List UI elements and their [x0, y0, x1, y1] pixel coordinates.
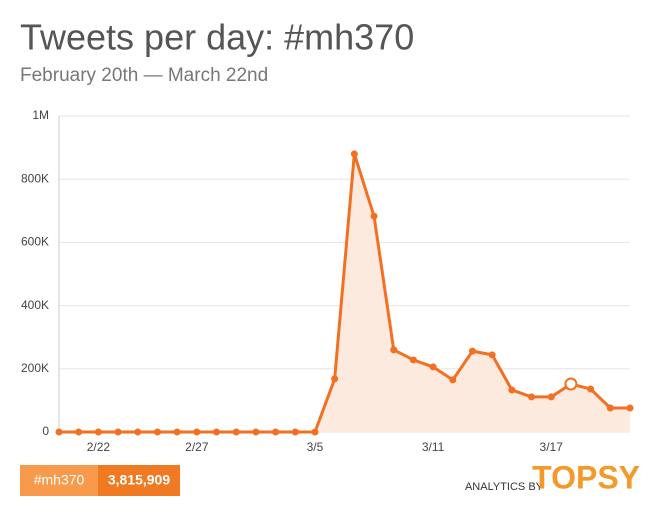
point: [449, 376, 457, 384]
brand: TOPSY: [532, 459, 640, 495]
point: [311, 428, 319, 436]
point: [390, 346, 398, 354]
point: [626, 404, 634, 412]
point: [173, 428, 181, 436]
credit: ANALYTICS BY: [465, 481, 544, 493]
point: [232, 428, 240, 436]
point: [547, 393, 555, 401]
tag-label: #mh370: [34, 472, 85, 488]
point: [252, 428, 260, 436]
x-tick-label: 2/27: [185, 440, 209, 454]
point: [587, 385, 595, 393]
point: [272, 428, 280, 436]
point: [134, 428, 142, 436]
tag-badge: [20, 465, 98, 496]
point: [488, 351, 496, 359]
point: [528, 393, 536, 401]
area: [59, 153, 630, 433]
point: [606, 404, 614, 412]
y-tick-label: 600K: [21, 235, 49, 249]
total-badge: [98, 465, 180, 496]
point: [193, 428, 201, 436]
chart-subtitle: February 20th — March 22nd: [20, 65, 268, 86]
chart-title: Tweets per day: #mh370: [20, 17, 414, 58]
point: [94, 428, 102, 436]
x-tick-label: 3/17: [540, 440, 564, 454]
x-tick-label: 3/11: [422, 440, 445, 454]
point: [409, 356, 417, 364]
point: [468, 347, 476, 355]
point: [350, 150, 358, 158]
point: [291, 428, 299, 436]
x-tick-label: 2/22: [87, 440, 111, 454]
point: [331, 375, 339, 383]
point: [564, 377, 578, 391]
y-tick-label: 400K: [21, 298, 49, 312]
point: [153, 428, 161, 436]
point: [370, 212, 378, 220]
x-tick-label: 3/5: [307, 440, 324, 454]
y-tick-label: 800K: [21, 171, 49, 185]
y-tick-label: 0: [42, 424, 49, 438]
point: [114, 428, 122, 436]
y-tick-label: 1M: [32, 108, 49, 122]
point: [213, 428, 221, 436]
point: [55, 428, 63, 436]
total-label: 3,815,909: [108, 472, 170, 488]
y-tick-label: 200K: [21, 361, 49, 375]
point: [75, 428, 83, 436]
point: [508, 386, 516, 394]
point: [429, 363, 437, 371]
